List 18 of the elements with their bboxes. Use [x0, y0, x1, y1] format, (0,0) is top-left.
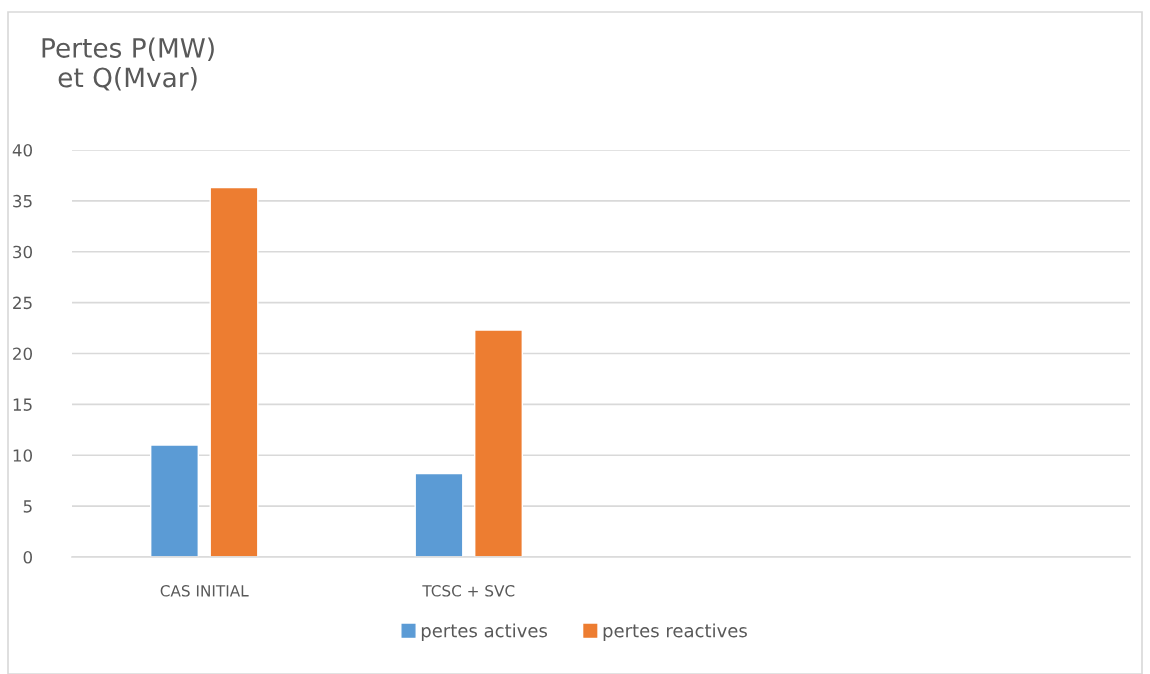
x-tick-label: CAS INITIAL — [160, 585, 249, 597]
y-tick-label: 5 — [23, 500, 32, 513]
y-tick-label: 35 — [13, 194, 32, 208]
y-tick-label: 0 — [23, 550, 32, 564]
y-axis-title: Pertes P(MW) et Q(Mvar) — [42, 37, 214, 91]
legend-label: pertes actives — [421, 623, 547, 641]
bar — [414, 472, 464, 557]
bar — [209, 186, 259, 557]
bar — [149, 444, 199, 557]
y-tick-label: 20 — [13, 347, 32, 361]
bar — [474, 329, 524, 557]
legend-label: pertes reactives — [603, 623, 747, 641]
y-tick-label: 30 — [13, 245, 32, 259]
y-tick-label: 25 — [13, 296, 32, 310]
y-tick-label: 10 — [13, 449, 32, 462]
y-tick-label: 15 — [13, 398, 32, 411]
y-tick-label: 40 — [12, 143, 32, 157]
x-tick-label: TCSC + SVC — [422, 585, 515, 597]
